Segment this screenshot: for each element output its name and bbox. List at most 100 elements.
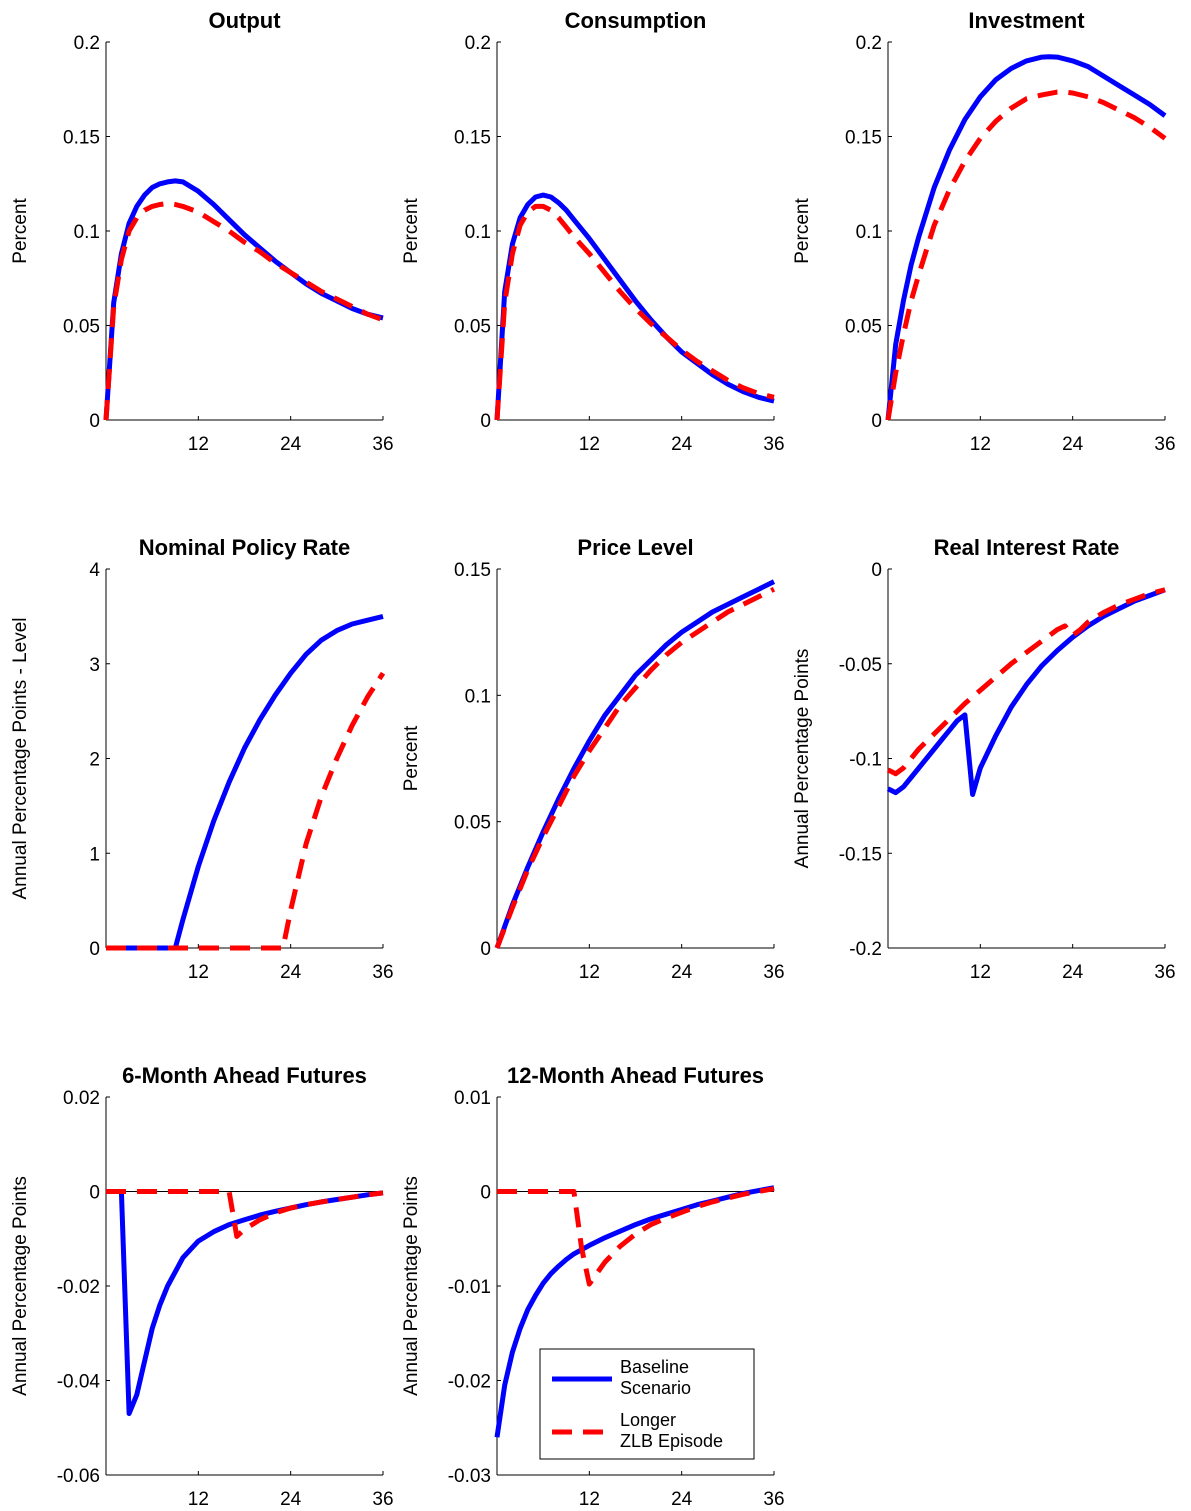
y-tick-label: 0.05: [454, 317, 491, 338]
y-tick-label: 0: [480, 411, 491, 432]
y-tick-label: -0.02: [448, 1372, 491, 1393]
panel-title: Price Level: [577, 535, 693, 560]
series-line-dashed: [103, 201, 384, 421]
panel-title: Real Interest Rate: [934, 535, 1120, 560]
y-axis-label: Percent: [401, 198, 422, 264]
x-tick-label: 24: [280, 1489, 302, 1510]
panel-6-month-ahead-futures: -0.06 -0.04 -0.02 0 0.02 12 24 36 6-Month Ahead …: [10, 1063, 394, 1510]
y-tick-label: -0.04: [57, 1372, 101, 1393]
x-tick-label: 12: [579, 434, 600, 455]
panel-title: Output: [208, 8, 281, 33]
x-tick-label: 24: [280, 434, 302, 455]
series-line-dashed: [885, 89, 1167, 421]
y-tick-label: -0.05: [839, 655, 882, 676]
y-tick-label: -0.15: [839, 844, 882, 865]
y-axis-label: Annual Percentage Points: [792, 649, 813, 869]
y-tick-label: 1: [89, 844, 100, 865]
y-tick-label: 0: [480, 1183, 491, 1204]
x-tick-label: 24: [671, 434, 693, 455]
y-tick-label: 0.1: [465, 222, 491, 243]
y-axis-label: Annual Percentage Points - Level: [10, 617, 31, 899]
y-tick-label: 0.01: [454, 1088, 491, 1109]
panel-12-month-ahead-futures: -0.03 -0.02 -0.01 0 0.01 12 24 36 12-Month Ahead…: [401, 1063, 785, 1510]
x-tick-label: 36: [1154, 434, 1175, 455]
x-tick-label: 12: [579, 1489, 600, 1510]
y-tick-label: 3: [89, 655, 100, 676]
legend-label: ZLB Episode: [620, 1431, 723, 1451]
y-tick-label: 0.02: [63, 1088, 100, 1109]
series-line-solid: [106, 613, 384, 951]
y-tick-label: 0.1: [74, 222, 100, 243]
x-tick-label: 24: [280, 962, 302, 983]
series-line-solid: [494, 192, 775, 421]
x-tick-label: 36: [372, 434, 393, 455]
y-tick-label: 0: [89, 1183, 100, 1204]
x-tick-label: 12: [188, 434, 209, 455]
y-tick-label: 0.15: [845, 128, 882, 149]
y-tick-label: 0: [480, 939, 491, 960]
series-line-solid: [103, 178, 384, 421]
series-line-solid: [106, 1189, 384, 1417]
y-tick-label: 0: [89, 411, 100, 432]
x-tick-label: 12: [188, 962, 209, 983]
y-tick-label: 0.2: [74, 33, 100, 54]
legend-label: Longer: [620, 1410, 676, 1430]
series-line-dashed: [494, 586, 776, 949]
x-tick-label: 24: [1062, 962, 1084, 983]
y-tick-label: 0.15: [454, 560, 491, 581]
y-axis-label: Percent: [401, 725, 422, 791]
y-tick-label: 0.05: [63, 317, 100, 338]
legend-box: [539, 1348, 755, 1460]
y-tick-label: -0.02: [57, 1277, 100, 1298]
y-tick-label: 0.15: [63, 128, 100, 149]
y-tick-label: -0.06: [57, 1466, 100, 1487]
y-tick-label: 4: [89, 560, 100, 581]
x-tick-label: 24: [1062, 434, 1084, 455]
y-axis-label: Annual Percentage Points: [10, 1176, 31, 1396]
x-tick-label: 12: [188, 1489, 209, 1510]
x-tick-label: 24: [671, 1489, 693, 1510]
y-tick-label: 2: [89, 750, 100, 771]
panel-title: Nominal Policy Rate: [139, 535, 351, 560]
series-line-solid: [886, 587, 1166, 797]
panel-title: 12-Month Ahead Futures: [507, 1063, 764, 1088]
x-tick-label: 36: [763, 434, 784, 455]
legend-label: Baseline: [620, 1357, 689, 1377]
y-tick-label: 0.1: [465, 686, 491, 707]
panel-real-interest-rate: -0.2 -0.15 -0.1 -0.05 0 12 24 36 Real Interest R…: [792, 535, 1176, 983]
y-tick-label: -0.2: [849, 939, 882, 960]
panel-title: Consumption: [565, 8, 707, 33]
series-line-solid: [885, 54, 1167, 421]
y-tick-label: 0.2: [465, 33, 491, 54]
panel-consumption: 0 0.05 0.1 0.15 0.2 12 24 36 Consumption Percent: [401, 8, 785, 455]
y-tick-label: 0.1: [856, 222, 882, 243]
panel-title: Investment: [968, 8, 1085, 33]
panel-investment: 0 0.05 0.1 0.15 0.2 12 24 36 Investment Percent: [792, 8, 1176, 455]
series-line-dashed: [106, 671, 386, 951]
panel-price-level: 0 0.05 0.1 0.15 12 24 36 Price Level Percent: [401, 535, 785, 983]
y-tick-label: 0.05: [454, 813, 491, 834]
series-line-solid: [494, 579, 776, 949]
panel-title: 6-Month Ahead Futures: [122, 1063, 367, 1088]
y-axis-label: Percent: [792, 198, 813, 264]
y-tick-label: -0.1: [849, 750, 882, 771]
y-axis-label: Annual Percentage Points: [401, 1176, 422, 1396]
x-tick-label: 36: [1154, 962, 1175, 983]
x-tick-label: 36: [763, 962, 784, 983]
series-line-dashed: [886, 587, 1166, 777]
y-tick-label: 0.2: [856, 33, 882, 54]
x-tick-label: 36: [763, 1489, 784, 1510]
y-tick-label: -0.03: [448, 1466, 491, 1487]
y-tick-label: 0.15: [454, 128, 491, 149]
y-tick-label: 0.05: [845, 317, 882, 338]
legend-label: Scenario: [620, 1378, 691, 1398]
y-axis-label: Percent: [10, 198, 31, 264]
series-line-dashed: [106, 1189, 384, 1239]
series-line-dashed: [494, 203, 775, 421]
y-tick-label: 0: [89, 939, 100, 960]
y-tick-label: -0.01: [448, 1277, 491, 1298]
x-tick-label: 36: [372, 962, 393, 983]
